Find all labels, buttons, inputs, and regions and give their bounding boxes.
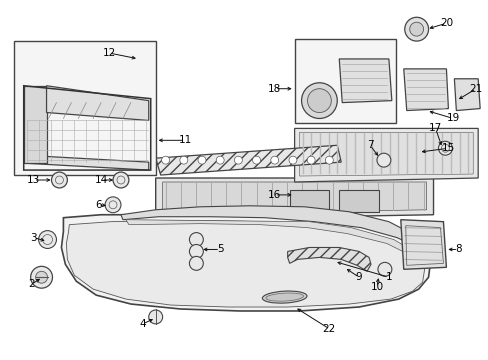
Text: 21: 21	[468, 84, 482, 94]
Circle shape	[51, 172, 67, 188]
Polygon shape	[287, 247, 370, 271]
Text: 4: 4	[139, 319, 146, 329]
Circle shape	[288, 156, 296, 164]
Circle shape	[105, 197, 121, 213]
Text: 12: 12	[102, 48, 116, 58]
Circle shape	[31, 266, 52, 288]
Bar	[14, 41, 155, 175]
Circle shape	[307, 89, 331, 113]
Circle shape	[189, 233, 203, 247]
Circle shape	[189, 244, 203, 258]
Ellipse shape	[265, 293, 303, 301]
Bar	[294, 39, 395, 123]
Circle shape	[270, 156, 278, 164]
Text: 8: 8	[454, 244, 461, 255]
Text: 1: 1	[385, 272, 391, 282]
Circle shape	[198, 156, 205, 164]
Text: 16: 16	[267, 190, 281, 200]
Polygon shape	[46, 86, 148, 121]
Circle shape	[148, 310, 163, 324]
Polygon shape	[453, 79, 479, 111]
Circle shape	[39, 231, 56, 248]
Text: 19: 19	[446, 113, 459, 123]
Polygon shape	[294, 129, 477, 182]
Circle shape	[252, 156, 260, 164]
Polygon shape	[289, 190, 328, 212]
Circle shape	[301, 83, 337, 118]
Circle shape	[162, 156, 169, 164]
Circle shape	[438, 141, 451, 155]
Text: 9: 9	[355, 272, 362, 282]
Text: 2: 2	[28, 279, 35, 289]
Polygon shape	[339, 190, 378, 212]
Circle shape	[113, 172, 129, 188]
Polygon shape	[339, 59, 391, 103]
Text: 20: 20	[439, 18, 452, 28]
Text: 3: 3	[30, 233, 37, 243]
Polygon shape	[66, 221, 424, 307]
Circle shape	[234, 156, 242, 164]
Circle shape	[377, 262, 391, 276]
Text: 14: 14	[94, 175, 107, 185]
Circle shape	[376, 153, 390, 167]
Polygon shape	[24, 155, 148, 170]
Text: 22: 22	[322, 324, 335, 334]
Polygon shape	[126, 220, 416, 261]
Text: 10: 10	[369, 282, 383, 292]
Polygon shape	[403, 69, 447, 111]
Text: 6: 6	[95, 200, 101, 210]
Circle shape	[216, 156, 224, 164]
Polygon shape	[155, 145, 341, 175]
Circle shape	[325, 156, 333, 164]
Circle shape	[36, 271, 47, 283]
Text: 17: 17	[428, 123, 441, 134]
Circle shape	[189, 256, 203, 270]
Circle shape	[180, 156, 187, 164]
Polygon shape	[61, 215, 429, 311]
Polygon shape	[24, 86, 46, 163]
Circle shape	[409, 22, 423, 36]
Text: 18: 18	[267, 84, 281, 94]
Polygon shape	[400, 220, 446, 269]
Polygon shape	[121, 206, 429, 261]
Polygon shape	[155, 178, 433, 220]
Text: 7: 7	[366, 140, 372, 150]
Circle shape	[306, 156, 314, 164]
Ellipse shape	[262, 291, 306, 303]
Circle shape	[404, 17, 427, 41]
Text: 11: 11	[179, 135, 192, 145]
Text: 15: 15	[441, 143, 454, 153]
Polygon shape	[163, 182, 426, 215]
Text: 5: 5	[217, 244, 223, 255]
Text: 13: 13	[27, 175, 40, 185]
Polygon shape	[299, 132, 472, 176]
